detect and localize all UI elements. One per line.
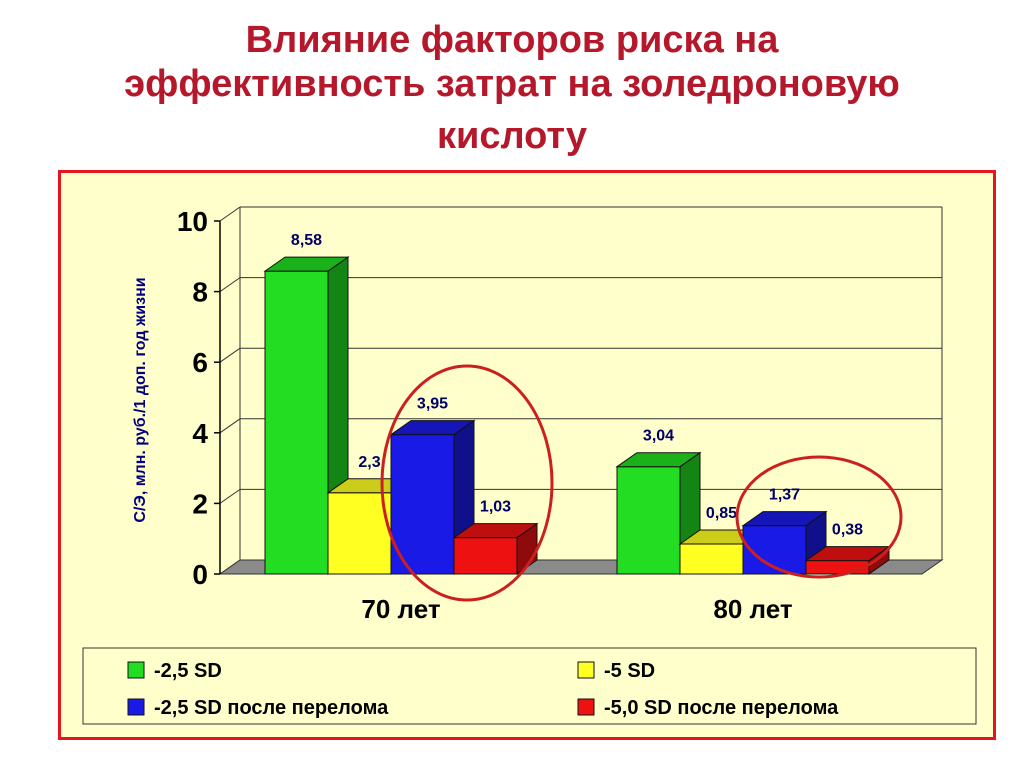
bar-top bbox=[741, 511, 828, 527]
bar bbox=[264, 270, 329, 575]
legend-swatch bbox=[577, 698, 595, 716]
bar bbox=[805, 560, 870, 575]
y-tick-label: 8 bbox=[192, 277, 208, 308]
y-tick-label: 0 bbox=[192, 559, 208, 590]
gridline-side bbox=[219, 418, 241, 434]
bar bbox=[390, 434, 455, 575]
highlight-circle bbox=[735, 455, 903, 579]
y-tick-label: 10 bbox=[177, 206, 208, 237]
data-label: 1,03 bbox=[480, 499, 511, 516]
y-axis-label: С/Э, млн. руб./1 доп. год жизни bbox=[132, 277, 149, 522]
data-label: 3,95 bbox=[417, 396, 448, 413]
title-line-2: эффективность затрат на золедроновую bbox=[124, 63, 900, 105]
title-line-1: Влияние факторов риска на bbox=[245, 19, 779, 61]
bar bbox=[327, 492, 392, 575]
bar bbox=[679, 543, 744, 575]
bar-top bbox=[389, 420, 476, 436]
legend-swatch bbox=[127, 698, 145, 716]
bar-top bbox=[452, 523, 539, 539]
data-label: 8,58 bbox=[291, 232, 322, 249]
legend-label: -5 SD bbox=[604, 660, 655, 682]
gridline-side bbox=[219, 488, 241, 504]
bar-top bbox=[263, 256, 350, 272]
data-label: 1,37 bbox=[769, 487, 800, 504]
gridline-side bbox=[219, 277, 241, 293]
legend-label: -5,0 SD после перелома bbox=[604, 697, 839, 719]
data-label: 3,04 bbox=[643, 428, 674, 445]
x-category-label: 80 лет bbox=[713, 594, 792, 624]
bar-top bbox=[615, 452, 702, 468]
chart-frame bbox=[58, 170, 996, 740]
data-label: 0,38 bbox=[832, 522, 863, 539]
x-category-label: 70 лет bbox=[361, 594, 440, 624]
highlight-circle bbox=[380, 364, 554, 602]
title-line-3: кислоту bbox=[436, 115, 588, 157]
legend-swatch bbox=[127, 661, 145, 679]
gridline-side bbox=[219, 206, 241, 222]
gridline-side bbox=[219, 347, 241, 363]
slide-title: Влияние факторов риска на эффективность … bbox=[0, 18, 1024, 158]
legend-label: -2,5 SD после перелома bbox=[154, 697, 389, 719]
data-label: 0,85 bbox=[706, 505, 737, 522]
y-tick-label: 6 bbox=[192, 347, 208, 378]
legend-swatch bbox=[577, 661, 595, 679]
y-tick-label: 4 bbox=[192, 418, 208, 449]
y-tick-label: 2 bbox=[192, 488, 208, 519]
data-label: 2,3 bbox=[358, 454, 380, 471]
legend-box bbox=[82, 647, 977, 725]
bar bbox=[616, 466, 681, 575]
legend-label: -2,5 SD bbox=[154, 660, 222, 682]
bar bbox=[453, 537, 518, 575]
